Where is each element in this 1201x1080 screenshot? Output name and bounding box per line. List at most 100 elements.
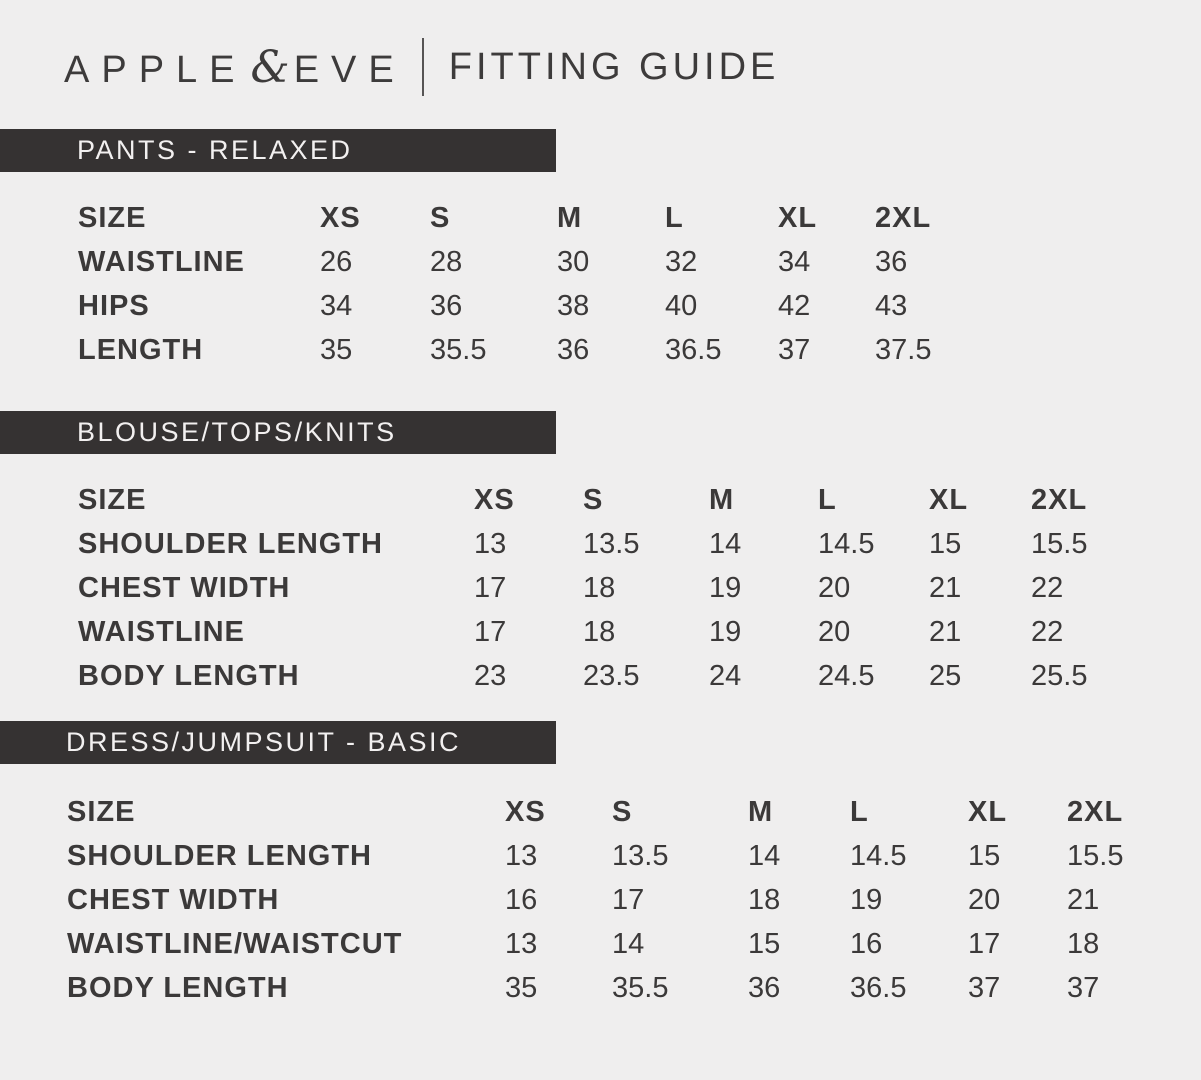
table-header-row: SIZE XS S M L XL 2XL bbox=[78, 196, 995, 240]
col-header-s: S bbox=[583, 483, 604, 516]
cell-value: 15 bbox=[748, 927, 781, 960]
col-header-xs: XS bbox=[474, 483, 515, 516]
col-header-size: SIZE bbox=[78, 483, 147, 516]
page-header: APPLE& EVE FITTING GUIDE bbox=[64, 36, 779, 98]
cell-value: 20 bbox=[968, 883, 1001, 916]
table-row-chest-width: CHEST WIDTH 16 17 18 19 20 21 bbox=[67, 878, 1187, 922]
cell-value: 13 bbox=[474, 527, 507, 560]
brand-logo: APPLE& EVE bbox=[64, 42, 406, 93]
cell-value: 18 bbox=[583, 615, 616, 648]
col-header-m: M bbox=[557, 201, 583, 234]
cell-value: 15 bbox=[968, 839, 1001, 872]
table-row-hips: HIPS 34 36 38 40 42 43 bbox=[78, 284, 995, 328]
row-label: CHEST WIDTH bbox=[78, 571, 291, 604]
cell-value: 34 bbox=[320, 289, 353, 322]
cell-value: 28 bbox=[430, 245, 463, 278]
brand-right: EVE bbox=[293, 48, 406, 91]
cell-value: 36 bbox=[557, 333, 590, 366]
table-header-row: SIZE XS S M L XL 2XL bbox=[67, 790, 1187, 834]
row-label: WAISTLINE bbox=[78, 245, 245, 278]
cell-value: 18 bbox=[583, 571, 616, 604]
col-header-m: M bbox=[709, 483, 735, 516]
cell-value: 38 bbox=[557, 289, 590, 322]
table-row-shoulder-length: SHOULDER LENGTH 13 13.5 14 14.5 15 15.5 bbox=[67, 834, 1187, 878]
cell-value: 25 bbox=[929, 659, 962, 692]
cell-value: 20 bbox=[818, 615, 851, 648]
col-header-size: SIZE bbox=[78, 201, 147, 234]
table-row-waistline: WAISTLINE 26 28 30 32 34 36 bbox=[78, 240, 995, 284]
cell-value: 17 bbox=[968, 927, 1001, 960]
cell-value: 15.5 bbox=[1067, 839, 1124, 872]
brand-left: APPLE bbox=[64, 48, 247, 91]
cell-value: 13 bbox=[505, 839, 538, 872]
cell-value: 14 bbox=[612, 927, 645, 960]
cell-value: 13.5 bbox=[612, 839, 669, 872]
cell-value: 30 bbox=[557, 245, 590, 278]
cell-value: 36 bbox=[430, 289, 463, 322]
cell-value: 37 bbox=[968, 971, 1001, 1004]
table-row-waistline-waistcut: WAISTLINE/WAISTCUT 13 14 15 16 17 18 bbox=[67, 922, 1187, 966]
cell-value: 17 bbox=[612, 883, 645, 916]
cell-value: 14.5 bbox=[818, 527, 875, 560]
table-row-waistline: WAISTLINE 17 18 19 20 21 22 bbox=[78, 610, 1151, 654]
cell-value: 18 bbox=[748, 883, 781, 916]
col-header-2xl: 2XL bbox=[1031, 483, 1088, 516]
cell-value: 25.5 bbox=[1031, 659, 1088, 692]
cell-value: 21 bbox=[929, 571, 962, 604]
table-row-shoulder-length: SHOULDER LENGTH 13 13.5 14 14.5 15 15.5 bbox=[78, 522, 1151, 566]
cell-value: 22 bbox=[1031, 571, 1064, 604]
row-label: SHOULDER LENGTH bbox=[67, 839, 372, 872]
table-row-chest-width: CHEST WIDTH 17 18 19 20 21 22 bbox=[78, 566, 1151, 610]
section-banner-label: BLOUSE/TOPS/KNITS bbox=[77, 417, 397, 447]
col-header-l: L bbox=[818, 483, 837, 516]
cell-value: 32 bbox=[665, 245, 698, 278]
page-title: FITTING GUIDE bbox=[448, 45, 780, 88]
cell-value: 24.5 bbox=[818, 659, 875, 692]
section-banner-label: DRESS/JUMPSUIT - BASIC bbox=[66, 727, 462, 757]
row-label: BODY LENGTH bbox=[78, 659, 300, 692]
cell-value: 36.5 bbox=[850, 971, 907, 1004]
col-header-xl: XL bbox=[778, 201, 818, 234]
cell-value: 42 bbox=[778, 289, 811, 322]
col-header-2xl: 2XL bbox=[875, 201, 932, 234]
row-label: LENGTH bbox=[78, 333, 204, 366]
cell-value: 18 bbox=[1067, 927, 1100, 960]
cell-value: 20 bbox=[818, 571, 851, 604]
cell-value: 37 bbox=[778, 333, 811, 366]
cell-value: 16 bbox=[850, 927, 883, 960]
col-header-s: S bbox=[612, 795, 633, 828]
section-banner-pants: PANTS - RELAXED bbox=[0, 129, 556, 172]
cell-value: 22 bbox=[1031, 615, 1064, 648]
cell-value: 15.5 bbox=[1031, 527, 1088, 560]
cell-value: 21 bbox=[1067, 883, 1100, 916]
cell-value: 23.5 bbox=[583, 659, 640, 692]
table-row-body-length: BODY LENGTH 23 23.5 24 24.5 25 25.5 bbox=[78, 654, 1151, 698]
table-row-body-length: BODY LENGTH 35 35.5 36 36.5 37 37 bbox=[67, 966, 1187, 1010]
table-header-row: SIZE XS S M L XL 2XL bbox=[78, 478, 1151, 522]
col-header-xl: XL bbox=[968, 795, 1008, 828]
row-label: WAISTLINE bbox=[78, 615, 245, 648]
cell-value: 34 bbox=[778, 245, 811, 278]
cell-value: 19 bbox=[850, 883, 883, 916]
cell-value: 43 bbox=[875, 289, 908, 322]
col-header-s: S bbox=[430, 201, 451, 234]
brand-ampersand: & bbox=[250, 41, 290, 93]
col-header-xs: XS bbox=[320, 201, 361, 234]
cell-value: 36.5 bbox=[665, 333, 722, 366]
cell-value: 36 bbox=[875, 245, 908, 278]
cell-value: 36 bbox=[748, 971, 781, 1004]
cell-value: 13.5 bbox=[583, 527, 640, 560]
cell-value: 24 bbox=[709, 659, 742, 692]
cell-value: 14 bbox=[709, 527, 742, 560]
row-label: WAISTLINE/WAISTCUT bbox=[67, 927, 403, 960]
dress-size-table: SIZE XS S M L XL 2XL SHOULDER LENGTH 13 … bbox=[67, 790, 1187, 1010]
col-header-m: M bbox=[748, 795, 774, 828]
cell-value: 21 bbox=[929, 615, 962, 648]
cell-value: 17 bbox=[474, 571, 507, 604]
pants-size-table: SIZE XS S M L XL 2XL WAISTLINE 26 28 30 … bbox=[78, 196, 995, 372]
cell-value: 17 bbox=[474, 615, 507, 648]
row-label: SHOULDER LENGTH bbox=[78, 527, 383, 560]
cell-value: 14.5 bbox=[850, 839, 907, 872]
blouse-size-table: SIZE XS S M L XL 2XL SHOULDER LENGTH 13 … bbox=[78, 478, 1151, 698]
section-banner-dress: DRESS/JUMPSUIT - BASIC bbox=[0, 721, 556, 764]
